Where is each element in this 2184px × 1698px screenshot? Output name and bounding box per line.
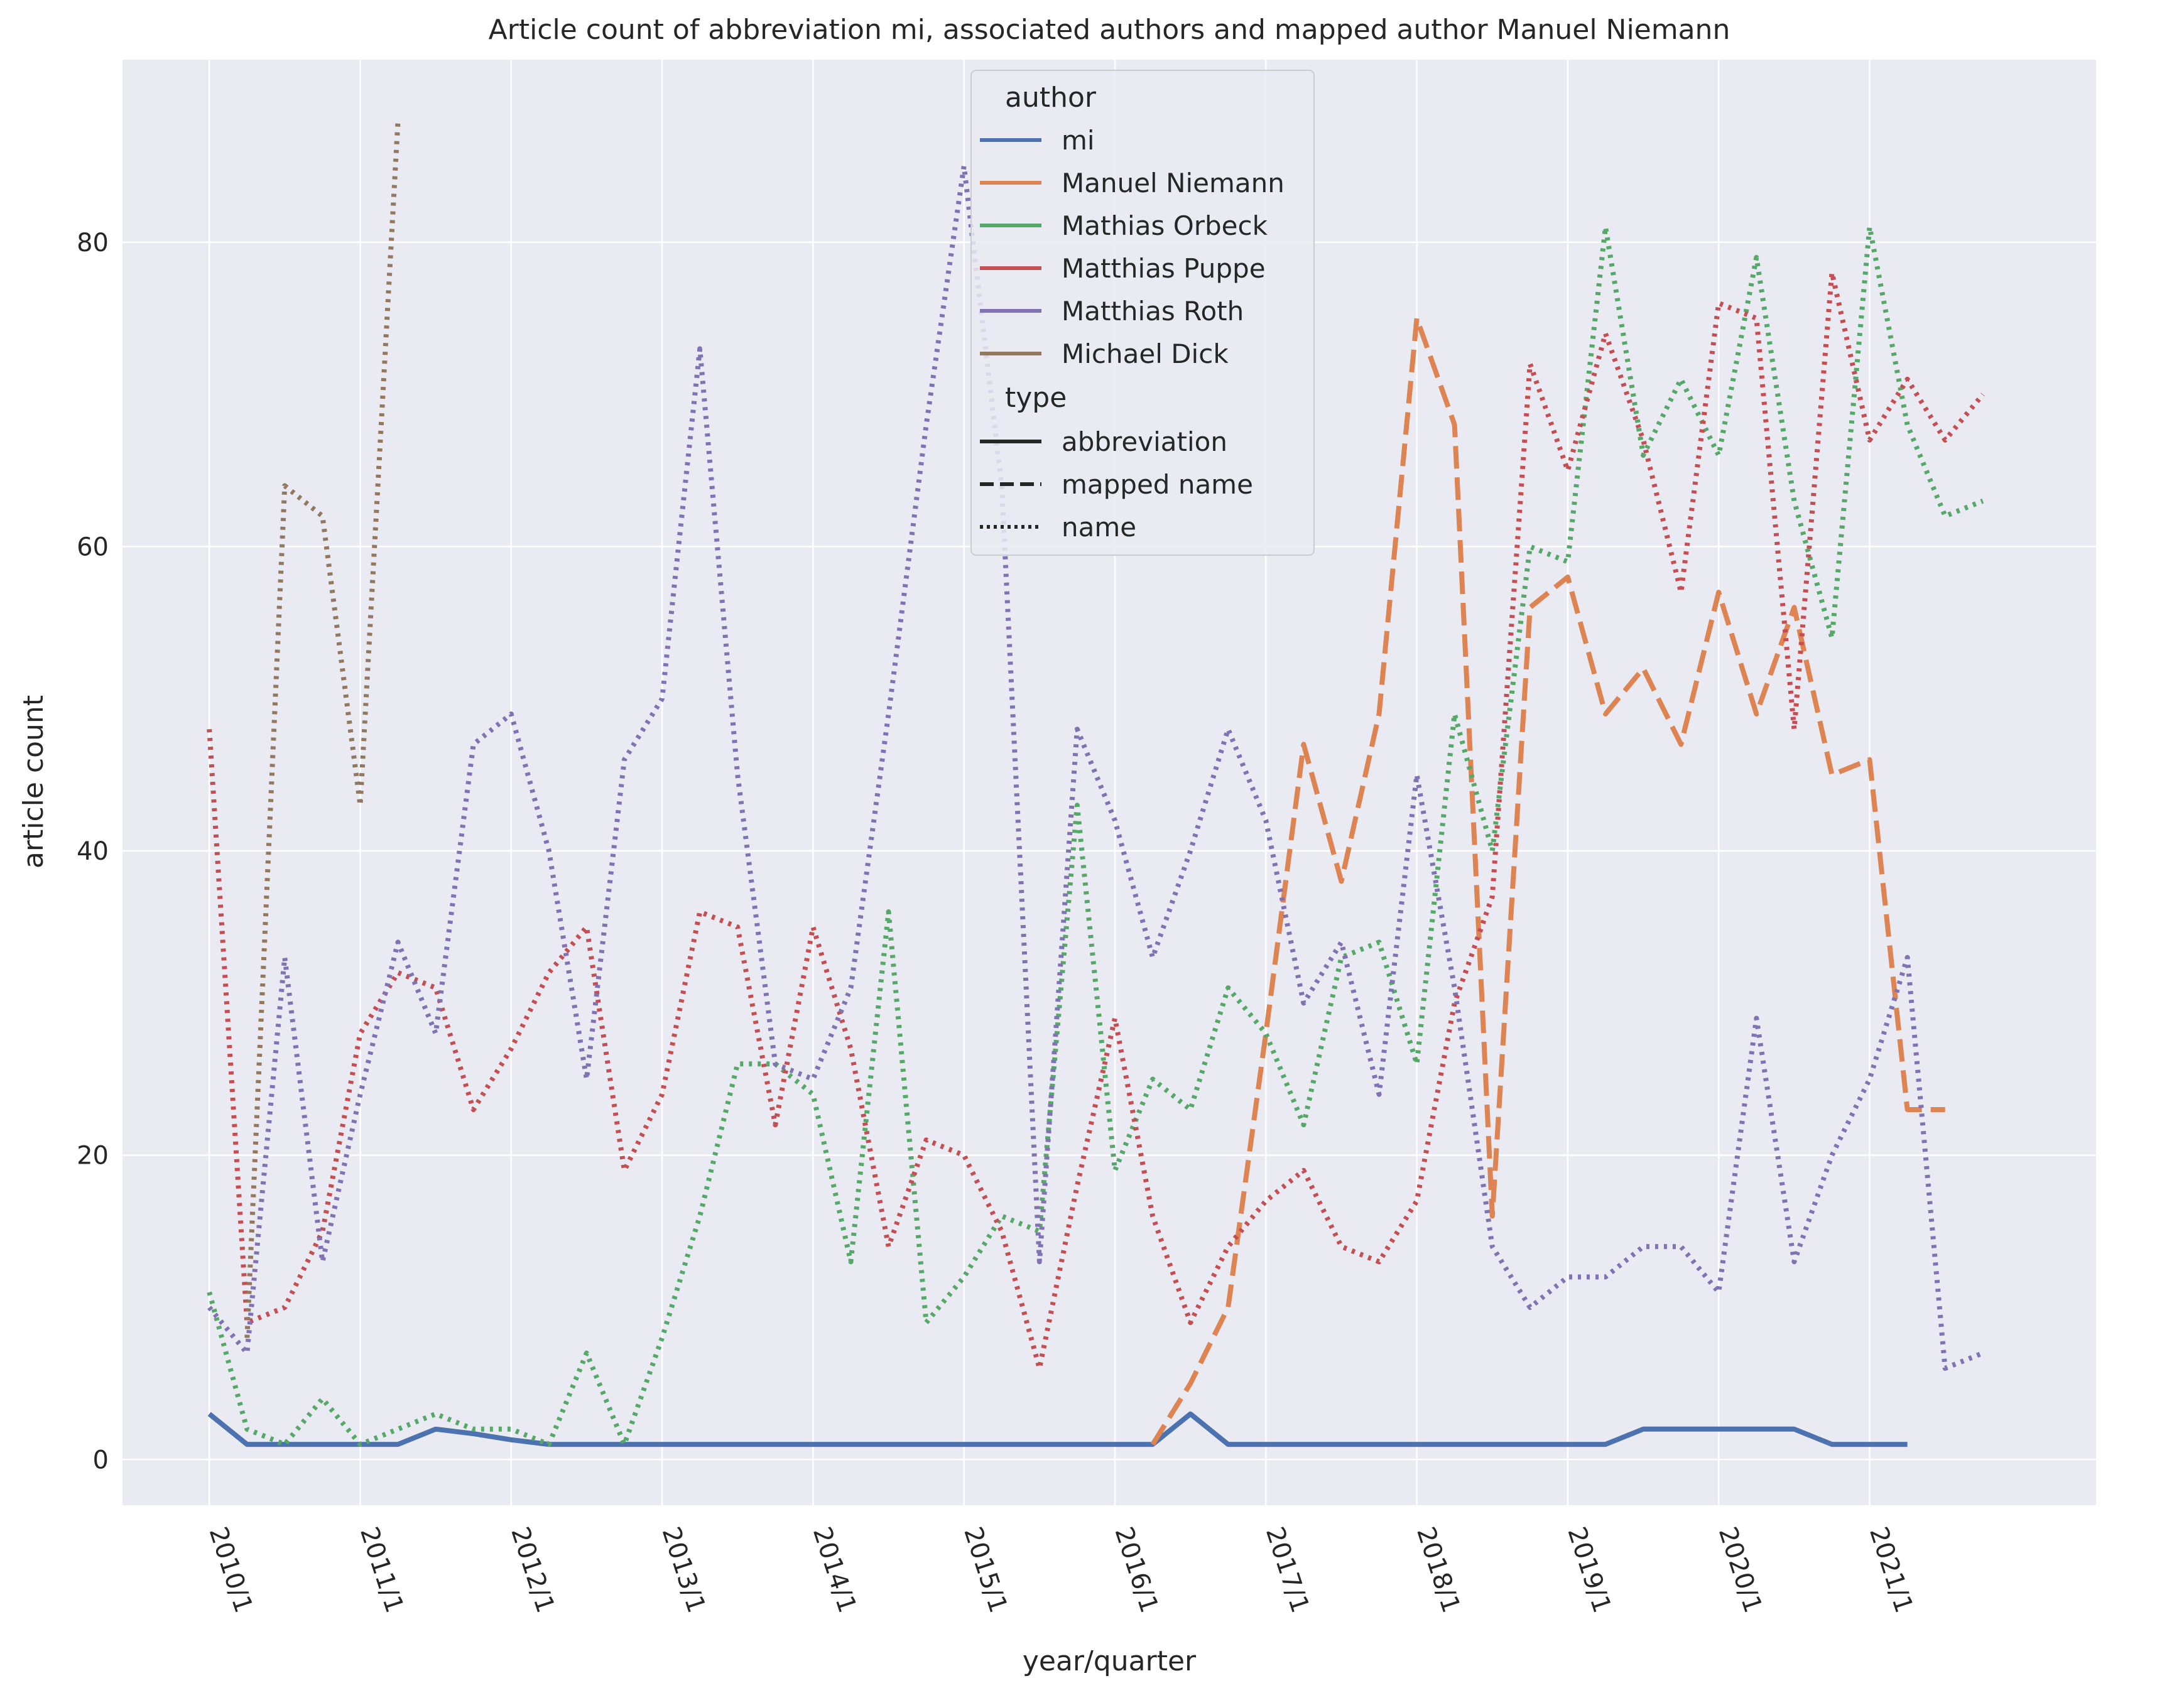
legend-entry: Mathias Orbeck	[1062, 210, 1268, 241]
series-line-manuel-niemann	[1150, 315, 1945, 1446]
legend-entry: Matthias Puppe	[1062, 253, 1266, 284]
x-tick-label: 2014/1	[807, 1523, 862, 1616]
x-tick-label: 2019/1	[1562, 1523, 1616, 1616]
legend-entry: Manuel Niemann	[1062, 168, 1285, 198]
gridlines	[122, 60, 2096, 1505]
legend-entry: Michael Dick	[1062, 338, 1229, 369]
legend-entry: Matthias Roth	[1062, 296, 1244, 327]
x-tick-label: 2021/1	[1864, 1523, 1918, 1616]
legend-type-entries: abbreviation mapped name name	[980, 426, 1253, 543]
series-layer	[207, 120, 1985, 1447]
x-tick-label: 2018/1	[1411, 1523, 1465, 1616]
x-tick-label: 2015/1	[958, 1523, 1013, 1616]
y-tick-label: 40	[77, 837, 109, 866]
legend-box	[970, 70, 1315, 556]
legend-entry: mi	[1062, 125, 1095, 156]
legend-author-title: author	[1005, 82, 1097, 114]
x-tick-label: 2020/1	[1713, 1523, 1768, 1616]
y-tick-label: 60	[77, 533, 109, 561]
x-tick-label: 2017/1	[1260, 1523, 1315, 1616]
series-line-matthias-puppe	[207, 270, 1985, 1371]
x-tick-label: 2012/1	[505, 1523, 560, 1616]
legend-entry: abbreviation	[1062, 426, 1227, 457]
x-tick-label: 2010/1	[204, 1523, 258, 1616]
legend-entry: mapped name	[1062, 469, 1253, 500]
legend-author-entries: mi Manuel Niemann Mathias Orbeck Matthias P…	[980, 125, 1285, 369]
x-tick-labels: 2010/1 2011/1 2012/1 2013/1 2014/1 2015/1 2016…	[204, 1523, 1919, 1616]
y-tick-label: 80	[77, 229, 109, 257]
x-axis-label: year/quarter	[1023, 1645, 1197, 1677]
legend-entry: name	[1062, 512, 1136, 543]
chart-title: Article count of abbreviation mi, associ…	[489, 14, 1730, 46]
y-tick-label: 0	[93, 1446, 109, 1474]
series-line-matthias-roth	[207, 163, 1984, 1371]
legend: author mi Manuel Niemann Mathias Orbeck Mat…	[970, 70, 1315, 556]
x-tick-label: 2013/1	[656, 1523, 711, 1616]
y-axis-label: article count	[18, 695, 50, 868]
x-tick-label: 2016/1	[1109, 1523, 1164, 1616]
y-tick-label: 20	[77, 1142, 109, 1171]
series-line-mathias-orbeck	[207, 224, 1984, 1447]
y-tick-labels: 0 20 40 60 80	[77, 229, 109, 1475]
series-line-mi	[207, 1411, 1908, 1447]
legend-type-title: type	[1005, 382, 1067, 414]
x-tick-label: 2011/1	[354, 1523, 409, 1616]
